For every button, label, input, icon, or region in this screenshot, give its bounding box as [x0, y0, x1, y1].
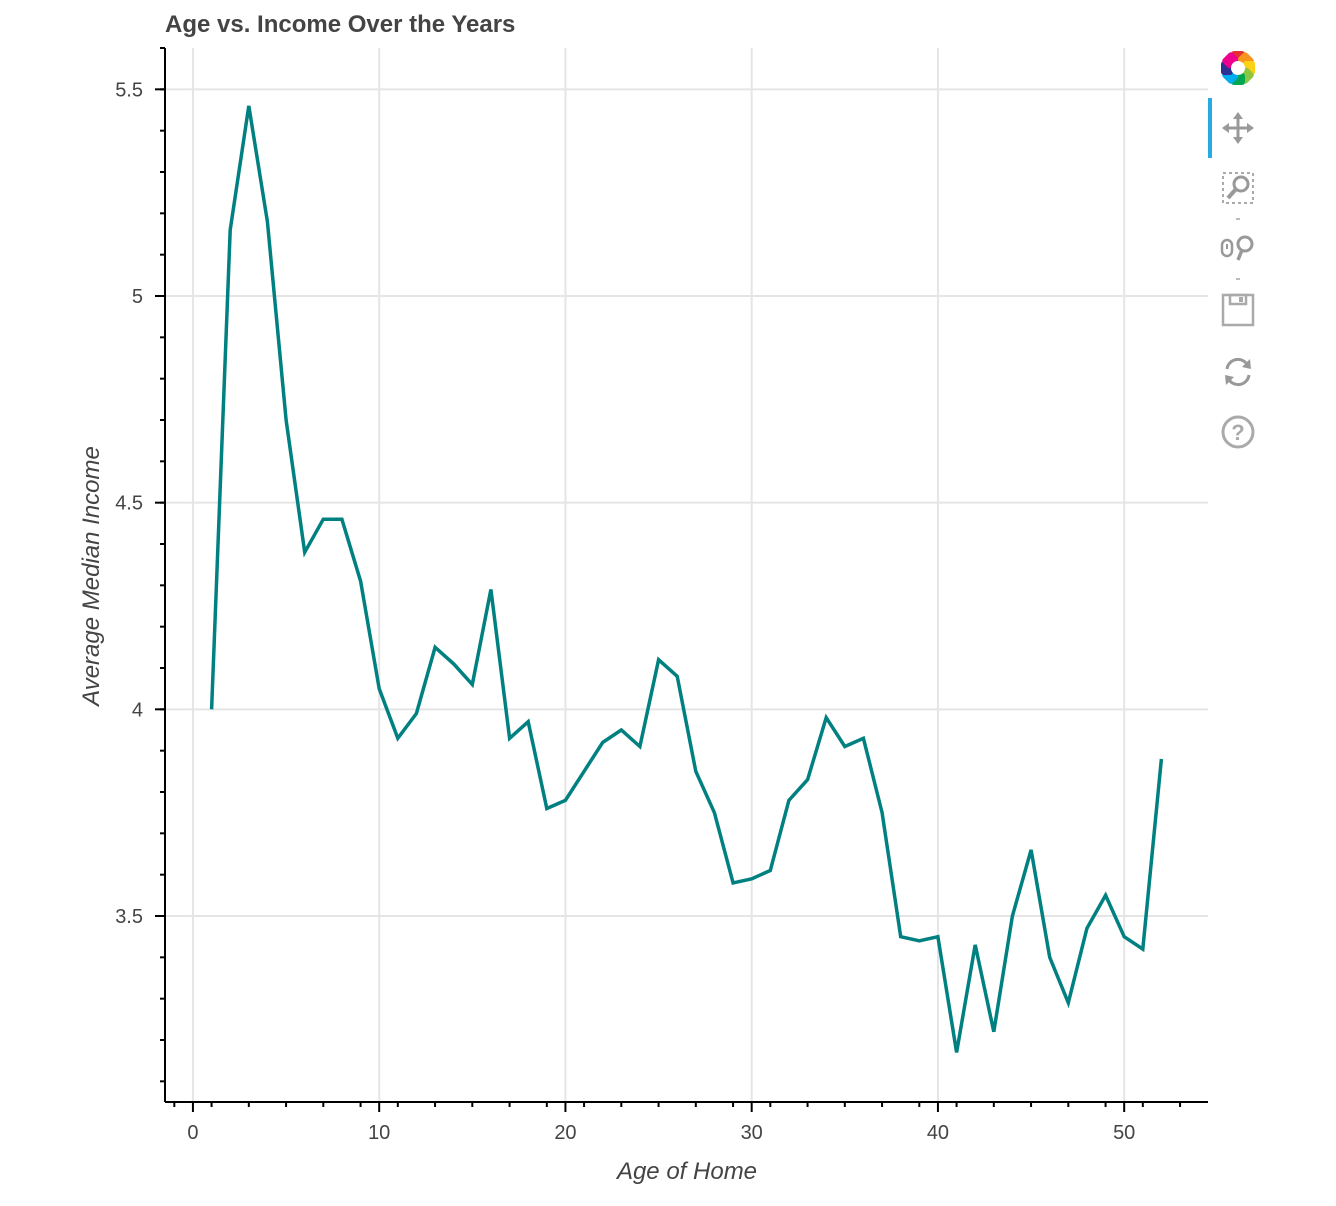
y-tick-label: 3.5	[115, 906, 143, 928]
y-tick-label: 4.5	[115, 493, 143, 515]
box-zoom-icon[interactable]	[1220, 170, 1256, 206]
x-tick-label: 20	[554, 1122, 576, 1144]
x-tick-label: 0	[187, 1122, 198, 1144]
active-tool-indicator	[1208, 98, 1212, 158]
reset-icon[interactable]	[1220, 354, 1256, 390]
series-line	[209, 105, 1164, 1053]
ticks: 0 10 20 30 40 50 3.5 4 4.5 5 5.5	[115, 47, 1182, 1144]
chart-title: Age vs. Income Over the Years	[165, 11, 515, 38]
toolbar-separator	[1236, 218, 1240, 220]
y-tick-label: 5	[132, 286, 143, 308]
x-tick-label: 50	[1113, 1122, 1135, 1144]
x-tick-label: 30	[741, 1122, 763, 1144]
wheel-zoom-icon[interactable]	[1220, 230, 1256, 266]
y-tick-label: 4	[132, 699, 143, 721]
series	[209, 105, 1164, 1053]
x-tick-label: 40	[927, 1122, 949, 1144]
pan-icon[interactable]	[1220, 110, 1256, 146]
toolbar-separator	[1236, 278, 1240, 280]
bokeh-logo-icon[interactable]	[1220, 50, 1256, 86]
x-axis-label: Age of Home	[615, 1158, 757, 1185]
svg-text:?: ?	[1231, 420, 1244, 445]
x-tick-label: 10	[368, 1122, 390, 1144]
y-tick-label: 5.5	[115, 79, 143, 101]
grid	[165, 48, 1208, 1102]
help-icon[interactable]: ?	[1220, 414, 1256, 450]
toolbar: ?	[1208, 42, 1268, 462]
axes	[164, 48, 1208, 1103]
save-icon[interactable]	[1220, 292, 1256, 328]
y-axis-label: Average Median Income	[78, 446, 105, 708]
